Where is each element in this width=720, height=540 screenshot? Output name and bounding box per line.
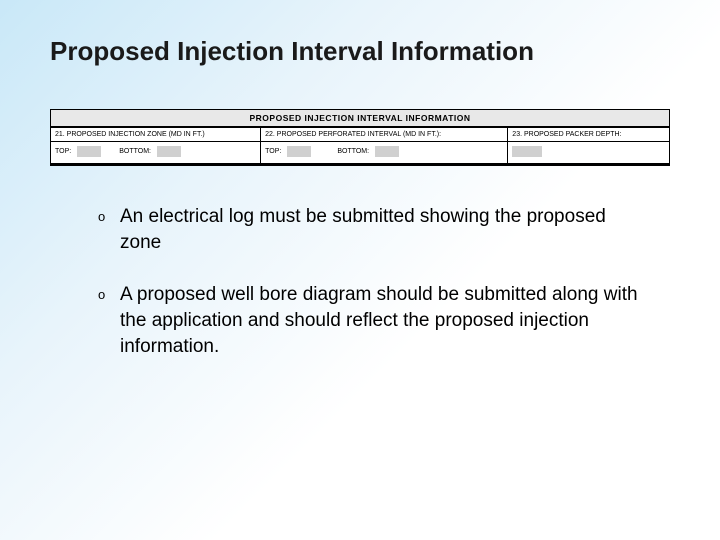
- col2-bottom-input[interactable]: [375, 146, 399, 157]
- form-fields-row: TOP: BOTTOM: TOP: BOTTOM:: [51, 142, 669, 165]
- col2-label: 22. PROPOSED PERFORATED INTERVAL (MD IN …: [261, 128, 508, 141]
- bullet-item-2: o A proposed well bore diagram should be…: [98, 282, 640, 360]
- col3-fields: [508, 142, 669, 163]
- bullet-item-1: o An electrical log must be submitted sh…: [98, 204, 640, 256]
- bullet-text-2: A proposed well bore diagram should be s…: [120, 282, 640, 360]
- col1-fields: TOP: BOTTOM:: [51, 142, 261, 163]
- form-column-labels-row: 21. PROPOSED INJECTION ZONE (MD IN FT.) …: [51, 128, 669, 142]
- col1-bottom-input[interactable]: [157, 146, 181, 157]
- form-section-header: PROPOSED INJECTION INTERVAL INFORMATION: [51, 110, 669, 128]
- col2-fields: TOP: BOTTOM:: [261, 142, 508, 163]
- bullet-marker: o: [98, 204, 120, 256]
- col3-input[interactable]: [512, 146, 542, 157]
- col2-bottom-label: BOTTOM:: [337, 148, 369, 155]
- bullet-text-1: An electrical log must be submitted show…: [120, 204, 640, 256]
- slide-title: Proposed Injection Interval Information: [50, 36, 670, 67]
- bullet-marker: o: [98, 282, 120, 360]
- col1-bottom-label: BOTTOM:: [119, 148, 151, 155]
- bullet-list: o An electrical log must be submitted sh…: [50, 204, 670, 360]
- col1-top-input[interactable]: [77, 146, 101, 157]
- slide-container: Proposed Injection Interval Information …: [0, 0, 720, 540]
- form-section: PROPOSED INJECTION INTERVAL INFORMATION …: [50, 109, 670, 166]
- col3-label: 23. PROPOSED PACKER DEPTH:: [508, 128, 669, 141]
- col2-top-label: TOP:: [265, 148, 281, 155]
- col1-label: 21. PROPOSED INJECTION ZONE (MD IN FT.): [51, 128, 261, 141]
- col1-top-label: TOP:: [55, 148, 71, 155]
- col2-top-input[interactable]: [287, 146, 311, 157]
